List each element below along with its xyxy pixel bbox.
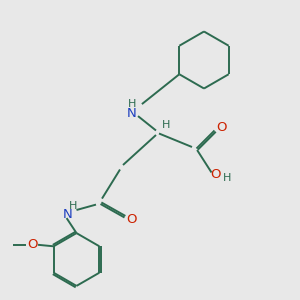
Text: H: H xyxy=(223,173,231,183)
Text: H: H xyxy=(162,120,170,130)
Text: O: O xyxy=(27,238,37,251)
Text: O: O xyxy=(126,213,136,226)
Text: H: H xyxy=(128,99,136,109)
Text: H: H xyxy=(68,201,77,211)
Text: N: N xyxy=(127,106,137,120)
Text: O: O xyxy=(210,168,220,182)
Text: N: N xyxy=(63,208,72,221)
Text: O: O xyxy=(216,121,226,134)
